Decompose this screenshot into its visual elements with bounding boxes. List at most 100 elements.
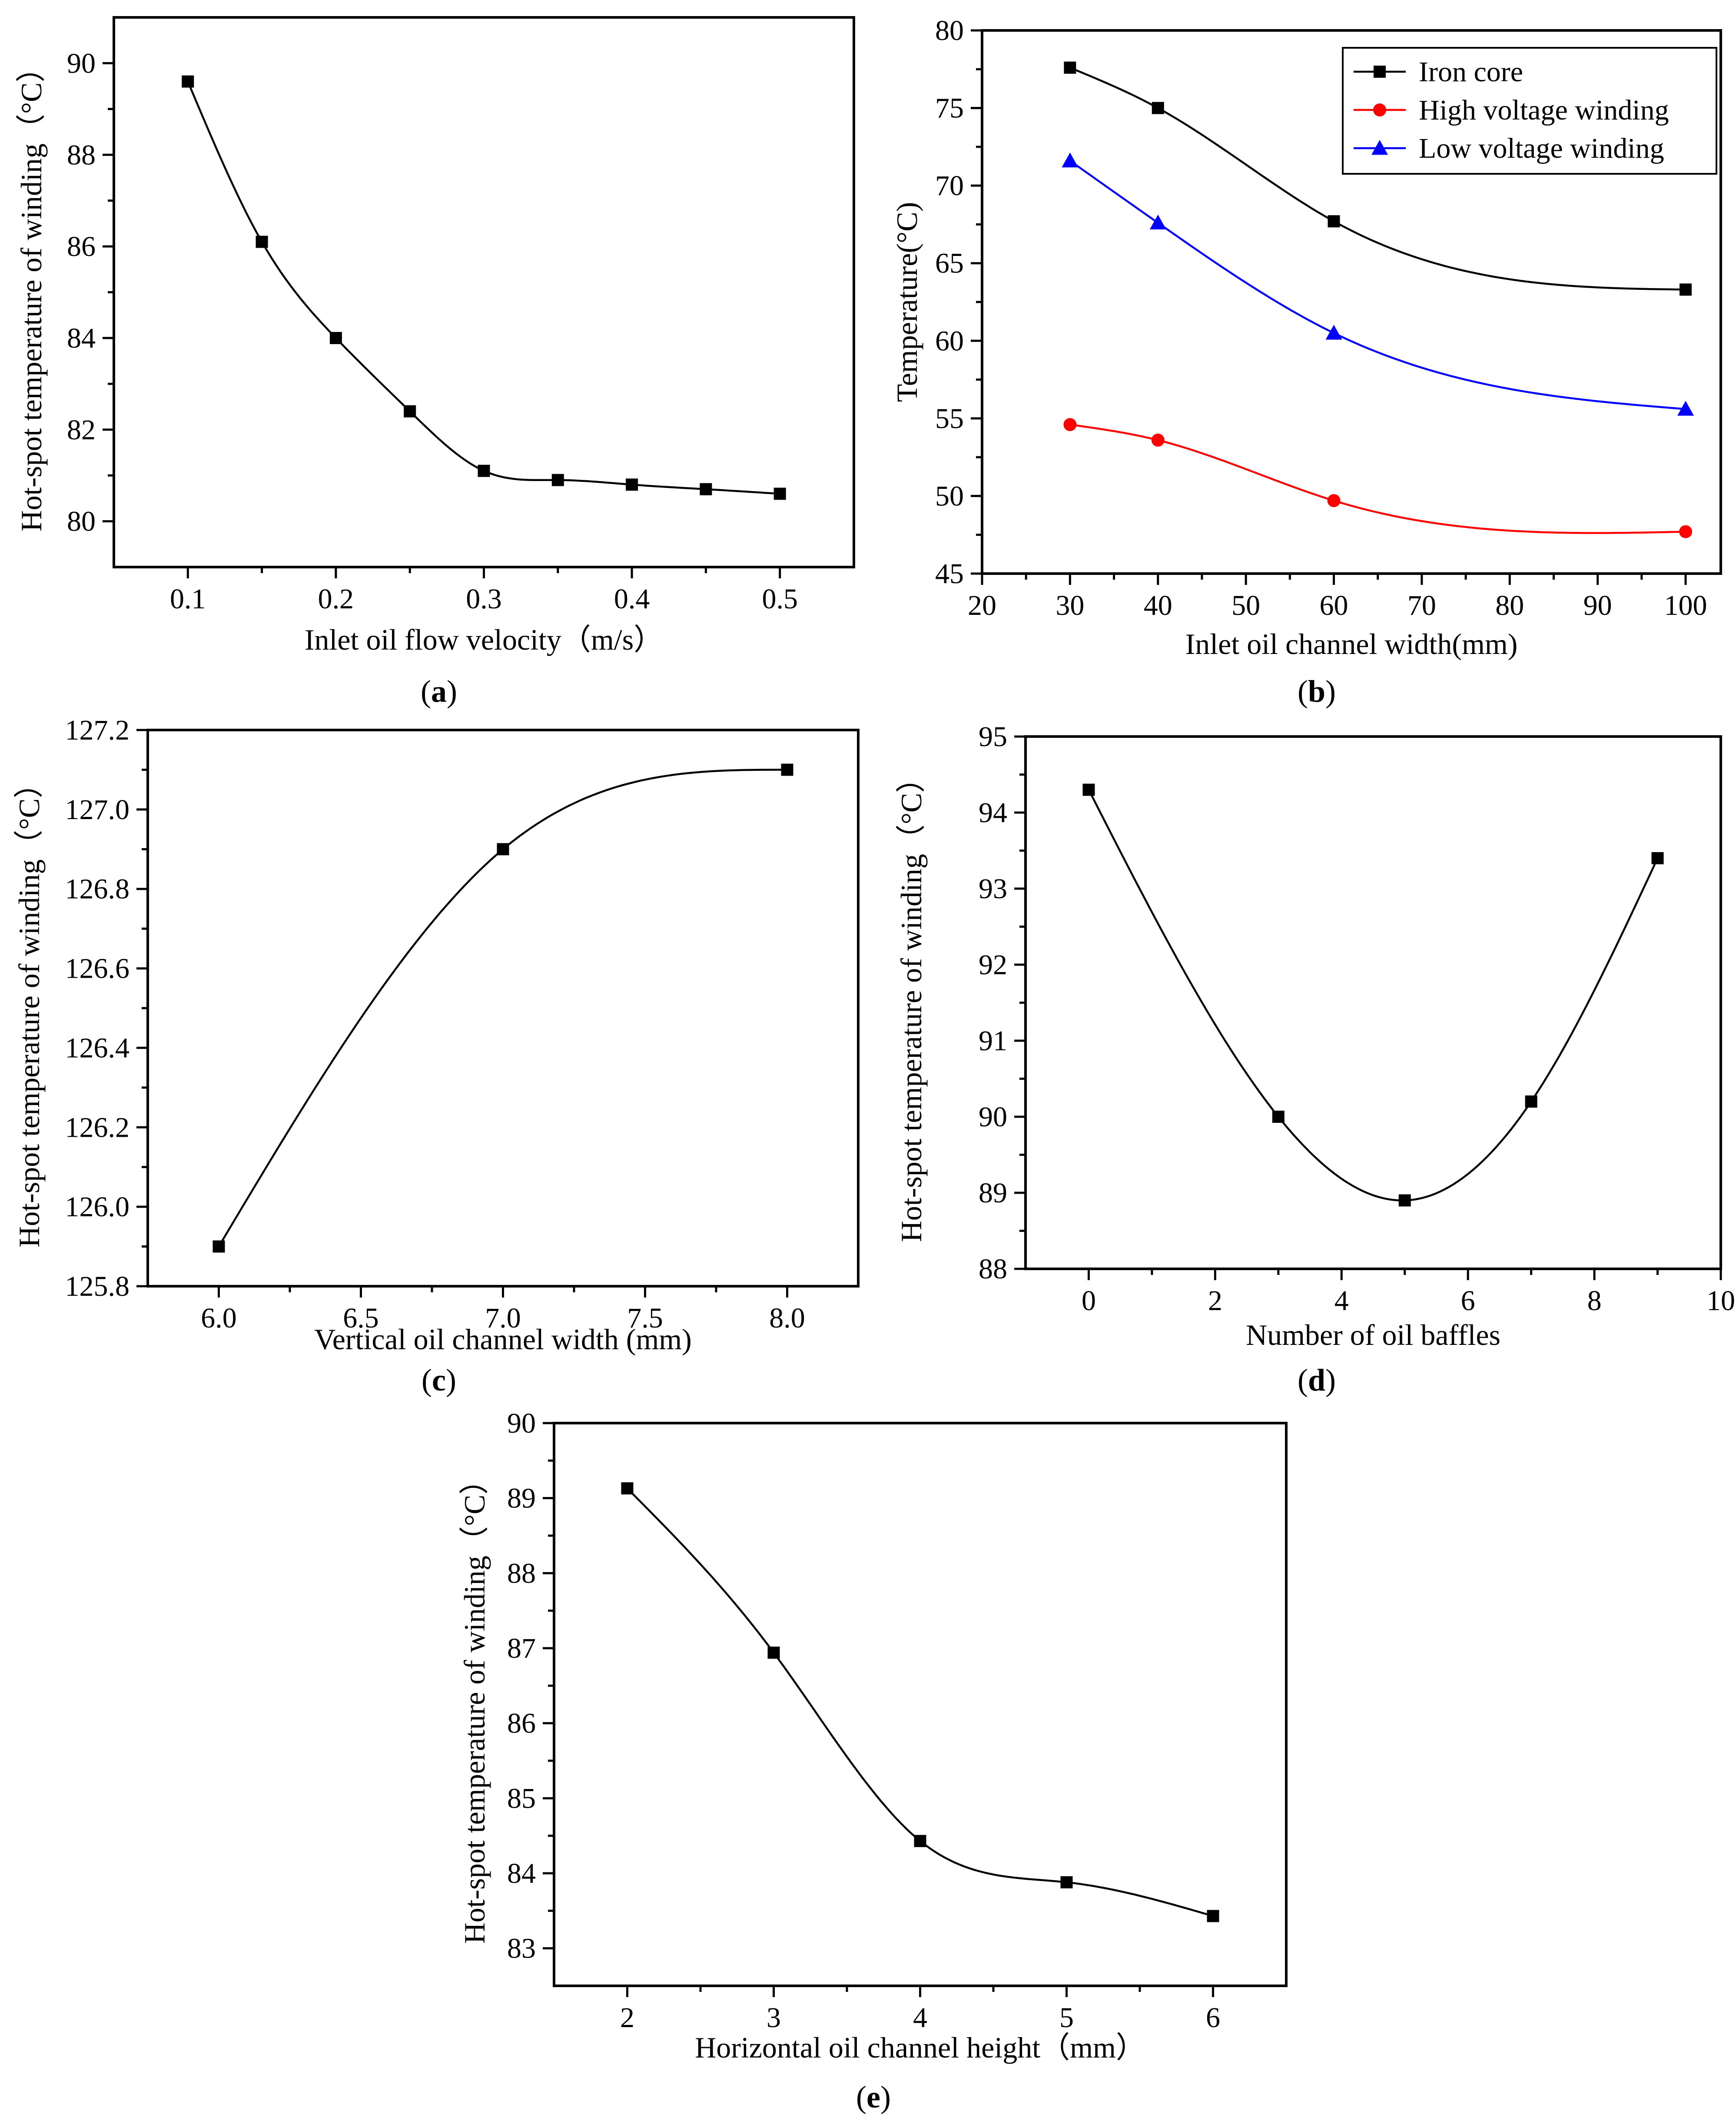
x-tick-label: 0.1 <box>170 583 206 615</box>
panel-label-close: ) <box>446 1363 456 1397</box>
data-point <box>773 488 786 500</box>
x-axis-title: Inlet oil flow velocity（m/s） <box>305 623 663 656</box>
x-tick-label: 8.0 <box>769 1302 805 1334</box>
x-tick-label: 2 <box>620 2002 634 2034</box>
data-point <box>1328 215 1340 228</box>
data-point <box>256 236 268 248</box>
data-point <box>212 1240 225 1253</box>
x-tick-label: 5 <box>1059 2002 1074 2034</box>
data-point <box>182 75 194 88</box>
panel-label-letter: a <box>431 674 447 709</box>
x-tick-label: 6.5 <box>343 1302 379 1334</box>
y-tick-label: 85 <box>507 1782 536 1814</box>
panel-label: (b) <box>1298 674 1336 709</box>
y-tick-label: 88 <box>507 1557 536 1589</box>
x-tick-label: 2 <box>1208 1285 1222 1317</box>
x-tick-label: 60 <box>1320 590 1348 621</box>
data-point <box>626 478 638 491</box>
series-line <box>626 1487 1214 1917</box>
y-tick-label: 94 <box>979 797 1007 829</box>
x-tick-label: 8 <box>1587 1285 1602 1317</box>
y-tick-label: 60 <box>935 325 964 357</box>
x-tick-label: 0.4 <box>614 583 650 615</box>
y-tick-label: 82 <box>67 414 96 446</box>
panel-label-close: ) <box>1325 1363 1336 1397</box>
x-tick-label: 6 <box>1461 1285 1475 1317</box>
panel-label: (d) <box>1298 1363 1336 1397</box>
y-tick-label: 89 <box>979 1177 1007 1209</box>
data-point <box>329 332 342 344</box>
y-axis-title: Hot-spot temperature of winding（°C） <box>895 763 928 1242</box>
x-tick-label: 10 <box>1706 1285 1735 1317</box>
data-point <box>551 474 564 486</box>
y-tick-label: 127.0 <box>65 794 130 826</box>
plot-frame <box>1024 735 1722 1270</box>
panel-label-open: ( <box>1298 1363 1308 1397</box>
plot-frame <box>113 16 855 568</box>
data-point <box>1063 418 1077 431</box>
panel-label-close: ) <box>880 2080 891 2114</box>
y-tick-label: 83 <box>507 1933 536 1965</box>
data-point <box>1151 433 1165 447</box>
y-tick-label: 75 <box>935 93 964 124</box>
data-point <box>1064 61 1076 74</box>
series-line <box>218 769 787 1247</box>
chart-panel-e: 2 3 4 5 6 83 84 85 86 87 88 89 90 Horizontal oil chan… <box>458 1407 1288 2114</box>
y-tick-label: 126.4 <box>65 1032 130 1064</box>
x-tick-label: 80 <box>1495 590 1524 621</box>
y-tick-label: 126.0 <box>65 1191 130 1223</box>
data-point <box>767 1646 780 1659</box>
data-point <box>1680 283 1692 296</box>
data-point <box>1679 525 1693 538</box>
y-tick-label: 50 <box>935 480 964 512</box>
panel-label-letter: d <box>1308 1363 1325 1397</box>
y-tick-label: 90 <box>67 47 96 79</box>
x-tick-label: 4 <box>913 2002 927 2034</box>
chart-panel-c: 6.0 6.5 7.0 7.5 8.0 125.8 126.0 126.2 126.4 126.6… <box>13 714 860 1397</box>
panel-label-letter: e <box>866 2080 880 2114</box>
y-tick-label: 84 <box>67 322 96 354</box>
y-tick-label: 88 <box>67 139 96 171</box>
y-tick-label: 95 <box>979 721 1007 753</box>
x-tick-label: 100 <box>1664 590 1707 621</box>
y-tick-label: 45 <box>935 558 964 590</box>
series-b-1 <box>1063 418 1693 538</box>
panel-label-open: ( <box>856 2080 866 2114</box>
legend: Iron core High voltage winding Low voltage… <box>1342 47 1717 175</box>
y-axis-title: Temperature(°C) <box>890 202 923 402</box>
data-point <box>478 465 490 477</box>
y-tick-label: 90 <box>979 1101 1007 1133</box>
series-b-0 <box>1064 61 1692 296</box>
y-axis-title: Hot-spot temperature of winding（°C） <box>15 53 48 532</box>
data-point <box>1327 494 1341 508</box>
y-tick-label: 126.8 <box>65 873 130 905</box>
data-point <box>1325 325 1342 340</box>
data-point <box>1272 1111 1285 1123</box>
panel-label-close: ) <box>447 674 457 709</box>
x-tick-label: 6.0 <box>201 1302 237 1334</box>
x-tick-label: 40 <box>1144 590 1172 621</box>
data-point <box>1677 401 1694 416</box>
plot-frame <box>146 729 860 1288</box>
x-tick-label: 20 <box>968 590 996 621</box>
data-point <box>497 843 509 856</box>
panel-label-letter: b <box>1308 674 1325 709</box>
y-tick-label: 92 <box>979 949 1007 981</box>
data-point <box>1149 214 1166 230</box>
series-line <box>1088 789 1659 1201</box>
x-tick-label: 4 <box>1334 1285 1349 1317</box>
series-line <box>1069 160 1686 410</box>
x-axis-title: Number of oil baffles <box>1246 1318 1500 1351</box>
x-tick-label: 7.5 <box>627 1302 663 1334</box>
y-tick-label: 80 <box>67 506 96 538</box>
x-tick-label: 3 <box>767 2002 781 2034</box>
y-tick-label: 88 <box>979 1253 1007 1285</box>
panel-label-letter: c <box>432 1363 446 1397</box>
y-tick-label: 65 <box>935 248 964 279</box>
y-axis-title: Hot-spot temperature of winding（°C） <box>13 769 46 1248</box>
y-tick-label: 125.8 <box>65 1271 130 1302</box>
series-line <box>187 81 780 495</box>
panel-label-open: ( <box>422 1363 432 1397</box>
y-tick-label: 127.2 <box>65 714 130 746</box>
